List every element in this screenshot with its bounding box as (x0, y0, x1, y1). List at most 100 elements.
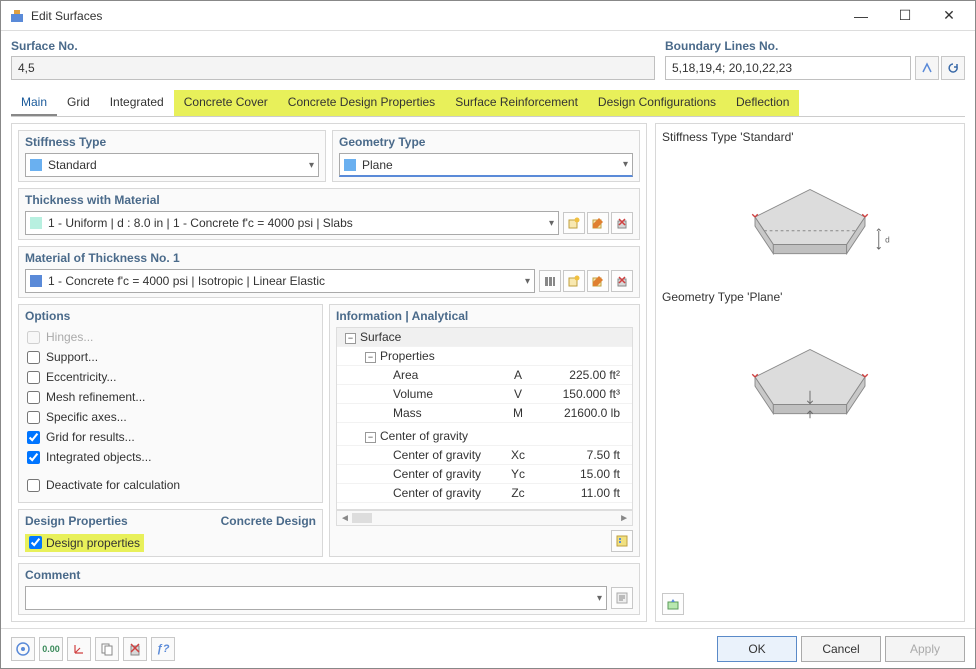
material-title: Material of Thickness No. 1 (25, 251, 633, 265)
pick-lines-icon[interactable] (915, 56, 939, 80)
thickness-panel: Thickness with Material 1 - Uniform | d … (18, 188, 640, 240)
option-grid-for-results-[interactable]: Grid for results... (25, 427, 316, 447)
tab-main[interactable]: Main (11, 90, 57, 116)
material-panel: Material of Thickness No. 1 1 - Concrete… (18, 246, 640, 298)
app-icon (9, 8, 25, 24)
geometry-swatch (344, 159, 356, 171)
design-right-label: Concrete Design (221, 514, 316, 528)
help-icon[interactable] (11, 637, 35, 661)
option-eccentricity-[interactable]: Eccentricity... (25, 367, 316, 387)
maximize-button[interactable]: ☐ (883, 2, 927, 30)
stiffness-combo[interactable]: Standard ▾ (25, 153, 319, 177)
delete-material-icon[interactable] (611, 270, 633, 292)
delete-icon[interactable] (123, 637, 147, 661)
collapse-icon[interactable]: − (365, 432, 376, 443)
info-title: Information | Analytical (336, 309, 633, 323)
stiffness-panel: Stiffness Type Standard ▾ (18, 130, 326, 182)
boundary-input[interactable]: 5,18,19,4; 20,10,22,23 (665, 56, 911, 80)
info-detail-icon[interactable] (611, 530, 633, 552)
axis-icon[interactable] (67, 637, 91, 661)
material-swatch (30, 275, 42, 287)
tab-surface-reinforcement[interactable]: Surface Reinforcement (445, 90, 588, 116)
edit-material-icon[interactable] (587, 270, 609, 292)
chevron-down-icon: ▾ (309, 160, 314, 171)
ok-button[interactable]: OK (717, 636, 797, 662)
preview-settings-icon[interactable] (662, 593, 684, 615)
design-title: Design Properties (25, 514, 128, 528)
content-area: Surface No. 4,5 Boundary Lines No. 5,18,… (1, 31, 975, 628)
tab-concrete-cover[interactable]: Concrete Cover (174, 90, 278, 116)
surface-no-label: Surface No. (11, 39, 655, 53)
stiffness-swatch (30, 159, 42, 171)
edit-thickness-icon[interactable] (587, 212, 609, 234)
option-deactivate-for-calculation[interactable]: Deactivate for calculation (25, 475, 316, 495)
tab-design-configurations[interactable]: Design Configurations (588, 90, 726, 116)
titlebar: Edit Surfaces — ☐ ✕ (1, 1, 975, 31)
boundary-group: Boundary Lines No. 5,18,19,4; 20,10,22,2… (665, 39, 965, 80)
apply-button[interactable]: Apply (885, 636, 965, 662)
delete-thickness-icon[interactable] (611, 212, 633, 234)
left-column: Stiffness Type Standard ▾ Geometry Type … (11, 123, 647, 622)
new-thickness-icon[interactable] (563, 212, 585, 234)
preview-column: Stiffness Type 'Standard' d Geometry (655, 123, 965, 622)
tab-integrated[interactable]: Integrated (100, 90, 174, 116)
geometry-combo[interactable]: Plane ▾ (339, 153, 633, 177)
thickness-title: Thickness with Material (25, 193, 633, 207)
table-row: MassM21600.0 lb (337, 404, 632, 423)
comment-title: Comment (25, 568, 633, 582)
preview-label-2: Geometry Type 'Plane' (662, 290, 958, 304)
tab-deflection[interactable]: Deflection (726, 90, 799, 116)
minimize-button[interactable]: — (839, 2, 883, 30)
boundary-label: Boundary Lines No. (665, 39, 965, 53)
thickness-combo[interactable]: 1 - Uniform | d : 8.0 in | 1 - Concrete … (25, 211, 559, 235)
table-row: VolumeV150.000 ft³ (337, 385, 632, 404)
top-row: Surface No. 4,5 Boundary Lines No. 5,18,… (11, 39, 965, 80)
chevron-down-icon: ▾ (549, 218, 554, 229)
window-title: Edit Surfaces (31, 9, 839, 23)
edit-surfaces-window: Edit Surfaces — ☐ ✕ Surface No. 4,5 Boun… (0, 0, 976, 669)
table-row: AreaA225.00 ft² (337, 366, 632, 385)
geometry-panel: Geometry Type Plane ▾ (332, 130, 640, 182)
svg-text:d: d (885, 236, 890, 245)
option-specific-axes-[interactable]: Specific axes... (25, 407, 316, 427)
chevron-down-icon: ▾ (623, 159, 628, 170)
reset-icon[interactable] (941, 56, 965, 80)
info-tree[interactable]: −Surface −Properties AreaA225.00 ft²Volu… (336, 327, 633, 510)
option-support-[interactable]: Support... (25, 347, 316, 367)
info-panel: Information | Analytical −Surface −Prope… (329, 304, 640, 557)
design-properties-checkbox[interactable]: Design properties (25, 534, 144, 552)
chevron-down-icon: ▾ (525, 276, 530, 287)
preview-label-1: Stiffness Type 'Standard' (662, 130, 958, 144)
collapse-icon[interactable]: − (345, 333, 356, 344)
table-row: Center of gravityYc15.00 ft (337, 465, 632, 484)
comment-combo[interactable]: ▾ (25, 586, 607, 610)
main-area: Stiffness Type Standard ▾ Geometry Type … (11, 123, 965, 622)
comment-panel: Comment ▾ (18, 563, 640, 615)
units-icon[interactable]: 0.00 (39, 637, 63, 661)
preview-geometry (662, 308, 958, 446)
material-combo[interactable]: 1 - Concrete f'c = 4000 psi | Isotropic … (25, 269, 535, 293)
surface-no-input[interactable]: 4,5 (11, 56, 655, 80)
new-material-icon[interactable] (563, 270, 585, 292)
stiffness-title: Stiffness Type (25, 135, 319, 149)
options-panel: Options Hinges...Support...Eccentricity.… (18, 304, 323, 503)
library-icon[interactable] (539, 270, 561, 292)
tab-grid[interactable]: Grid (57, 90, 100, 116)
cancel-button[interactable]: Cancel (801, 636, 881, 662)
surface-no-group: Surface No. 4,5 (11, 39, 655, 80)
copy-icon[interactable] (95, 637, 119, 661)
design-panel: Design Properties Concrete Design Design… (18, 509, 323, 558)
table-row: Center of gravityXc7.50 ft (337, 446, 632, 465)
option-integrated-objects-[interactable]: Integrated objects... (25, 447, 316, 467)
tab-bar: MainGridIntegratedConcrete CoverConcrete… (11, 90, 965, 117)
collapse-icon[interactable]: − (365, 352, 376, 363)
chevron-down-icon: ▾ (597, 593, 602, 604)
comment-edit-icon[interactable] (611, 587, 633, 609)
close-button[interactable]: ✕ (927, 2, 971, 30)
options-title: Options (25, 309, 316, 323)
function-icon[interactable]: ƒ? (151, 637, 175, 661)
tab-concrete-design-properties[interactable]: Concrete Design Properties (278, 90, 445, 116)
option-mesh-refinement-[interactable]: Mesh refinement... (25, 387, 316, 407)
h-scrollbar[interactable]: ◄► (336, 510, 633, 526)
footer: 0.00 ƒ? OK Cancel Apply (1, 628, 975, 668)
